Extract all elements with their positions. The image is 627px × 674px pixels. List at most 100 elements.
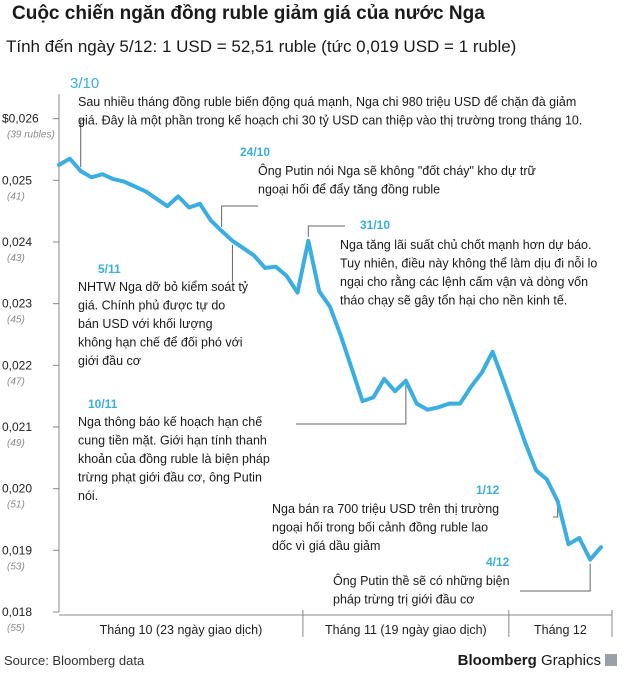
y-tick-label: 0,023 [2,297,32,311]
data-point [360,399,365,403]
data-point [479,370,484,375]
brand-light: Graphics [540,652,601,669]
bloomberg-graphics-logo: Bloomberg Graphics [458,652,617,669]
data-point [165,204,170,209]
annotation-leader-line [80,119,85,168]
annotation-text: giá. Chính phủ được tự do [78,299,225,313]
annotation-text: Sau nhiều tháng đồng ruble biến động quá… [78,95,576,109]
data-point [219,229,224,233]
data-point [469,385,473,389]
annotation-text: ngoại hối trong bối cảnh đồng ruble lao [272,521,488,535]
y-tick-label: 0,025 [2,173,32,187]
annotation-date: 10/11 [88,397,118,411]
annotation-text: cung tiền mặt. Giới hạn tính thanh [78,434,267,448]
annotation-leader-line [296,384,407,425]
data-point [133,184,137,189]
data-point [111,177,115,181]
chart-title: Cuộc chiến ngăn đồng ruble giảm giá của … [12,3,485,24]
data-point [447,401,452,406]
data-point [57,163,61,167]
data-point [284,274,289,278]
data-point [436,405,441,410]
annotation-date: 5/11 [98,262,121,276]
data-point [501,378,506,383]
annotation-leader-line [221,205,258,227]
annotation-text: Ông Putin nói Nga sẽ không "đốt cháy" kh… [258,163,536,178]
data-point [512,409,517,414]
data-point [414,401,419,406]
source-note: Source: Bloomberg data [4,653,145,668]
data-point [274,264,278,269]
annotation-text: bán USD với khối lượng [78,317,213,331]
data-point [187,205,191,210]
data-point [534,468,538,472]
annotation-leader-line [307,225,345,237]
data-point [566,542,571,546]
annotation-text: Nga bán ra 700 triệu USD trên thị trường [272,502,499,516]
annotation-text: dốc vì giá dầu giảm [272,539,380,553]
annotation-text: không hạn chế để đối phó với [78,336,243,350]
y-tick-rubles: (45) [7,315,25,326]
y-tick-rubles: (43) [7,253,25,264]
data-point [208,218,213,223]
y-tick-label: 0,024 [2,235,32,249]
month-label: Tháng 10 (23 ngày giao dịch) [100,623,263,637]
data-point [295,290,300,295]
data-point [68,156,72,161]
annotation-text: giới đầu cơ [78,354,141,368]
y-tick-label: 0,019 [2,543,32,557]
annotation-leaders [80,119,591,592]
annotation-text: NHTW Nga dỡ bỏ kiểm soát tỷ [78,280,249,294]
y-tick-label: 0,018 [2,605,32,619]
data-point [523,440,527,445]
data-point [382,377,387,381]
annotation-text: Tuy nhiên, điều này không thể làm dịu đi… [340,256,597,271]
annotation-text: Ông Putin thề sẽ có những biện [333,573,510,588]
annotation-text: pháp trừng trị giới đầu cơ [333,593,475,607]
data-point [371,395,376,400]
month-label: Tháng 12 [534,623,587,637]
y-tick-rubles: (55) [7,623,25,634]
data-point [404,378,408,383]
data-point [458,401,462,406]
annotation-date: 4/12 [486,555,510,569]
data-point [89,175,94,180]
data-point [490,349,495,354]
annotation-text: ngoại hối để đẩy tăng đồng ruble [258,183,440,197]
y-tick-label: 0,022 [2,358,32,372]
y-tick-rubles: (49) [7,438,25,449]
y-tick-label: 0,021 [2,420,32,434]
chart-logo-icon [605,654,617,666]
data-point [198,201,202,206]
data-point [393,389,397,394]
y-tick-label: $0,026 [2,112,39,126]
annotation-date: 31/10 [360,218,390,232]
data-point [143,189,148,194]
annotation-text: khoản của đồng ruble là biện pháp [78,452,270,466]
data-point [425,407,430,412]
data-point [176,194,181,199]
y-tick-rubles: (47) [7,376,25,387]
y-tick-rubles: (51) [7,500,25,511]
y-tick-rubles: (39 rubles) [7,130,55,141]
annotation-text: Nga tăng lãi suất chủ chốt mạnh hơn dự b… [340,238,591,252]
chart-subtitle: Tính đến ngày 5/12: 1 USD = 52,51 ruble … [6,37,517,56]
data-point [306,238,311,243]
annotation-date: 24/10 [240,145,270,159]
brand-bold: Bloomberg [457,652,537,669]
annotation-text: giá. Đây là một phần trong kế hoạch chi … [78,114,582,128]
y-axis: $0,026 (39 rubles) 0,025 (41) 0,024 (43) 0,023… [2,94,60,634]
annotation-date: 3/10 [70,75,99,92]
annotation-text: nói. [78,489,98,503]
data-point [263,266,267,270]
data-point [252,253,256,258]
data-point [577,536,582,540]
annotation-text: trừng phạt giới đầu cơ, ông Putin [78,471,262,485]
annotation-text: Nga thông báo kế hoạch hạn chế [78,415,262,429]
data-point [349,366,354,371]
annotation-date: 1/12 [476,483,500,497]
data-point [317,289,321,294]
data-point [230,238,235,243]
data-point [545,477,549,482]
